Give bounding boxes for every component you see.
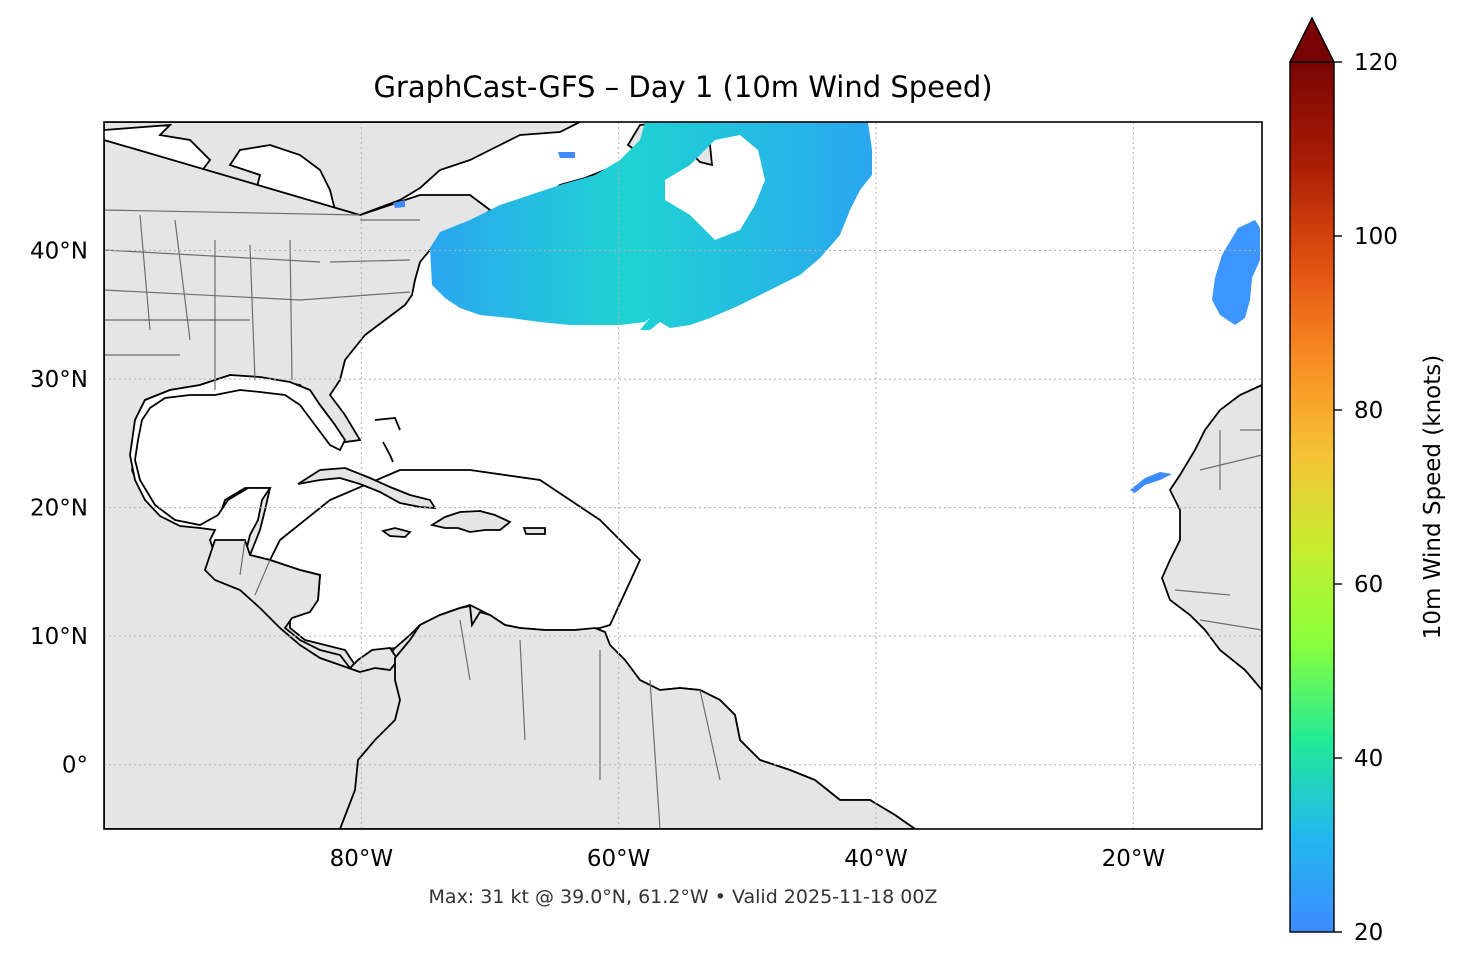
wind-area-northwest-atlantic: [430, 122, 872, 330]
y-tick-label: 10°N: [30, 624, 88, 650]
colorbar-tick-label: 120: [1354, 50, 1398, 76]
x-tick-label: 60°W: [587, 846, 651, 872]
map-title: GraphCast-GFS – Day 1 (10m Wind Speed): [373, 70, 993, 104]
x-tick-label: 80°W: [330, 846, 394, 872]
colorbar-ticks: 20 40 60 80 100 120: [1334, 50, 1398, 946]
political-borders: [104, 209, 1262, 829]
x-tick-label: 20°W: [1102, 846, 1166, 872]
x-tick-label: 40°W: [844, 846, 908, 872]
y-tick-label: 30°N: [30, 367, 88, 393]
puerto-rico-island: [522, 527, 546, 535]
colorbar-tick-label: 40: [1354, 746, 1383, 772]
south-america-land: [339, 604, 917, 829]
colorbar-tick-label: 80: [1354, 398, 1383, 424]
central-america-land: [203, 539, 400, 673]
gulf-of-mexico: [129, 374, 347, 561]
jamaica-island: [380, 527, 412, 538]
colorbar-tick-label: 100: [1354, 224, 1398, 250]
colorbar-label: 10m Wind Speed (knots): [1420, 355, 1446, 639]
wind-area-central-atlantic: [1212, 220, 1260, 325]
colorbar-extend-arrow: [1288, 16, 1336, 63]
colorbar: 20 40 60 80 100 120 10m Wind Speed (knots): [1288, 16, 1446, 946]
colorbar-tick-label: 60: [1354, 572, 1383, 598]
bahamas-islands: [374, 417, 401, 463]
colorbar-gradient: [1289, 61, 1335, 933]
colorbar-tick-label: 20: [1354, 920, 1383, 946]
x-tick-labels: 80°W 60°W 40°W 20°W: [330, 846, 1166, 872]
map-subtitle: Max: 31 kt @ 39.0°N, 61.2°W • Valid 2025…: [428, 886, 938, 908]
map-frame: [103, 121, 1263, 830]
y-tick-label: 0°: [62, 753, 88, 779]
hispaniola-island: [429, 510, 512, 533]
y-tick-label: 20°N: [30, 496, 88, 522]
y-tick-label: 40°N: [30, 239, 88, 265]
gridlines: [104, 122, 1262, 829]
wind-area-canary-islands: [1130, 472, 1172, 493]
y-tick-labels: 0° 10°N 20°N 30°N 40°N: [30, 239, 88, 779]
